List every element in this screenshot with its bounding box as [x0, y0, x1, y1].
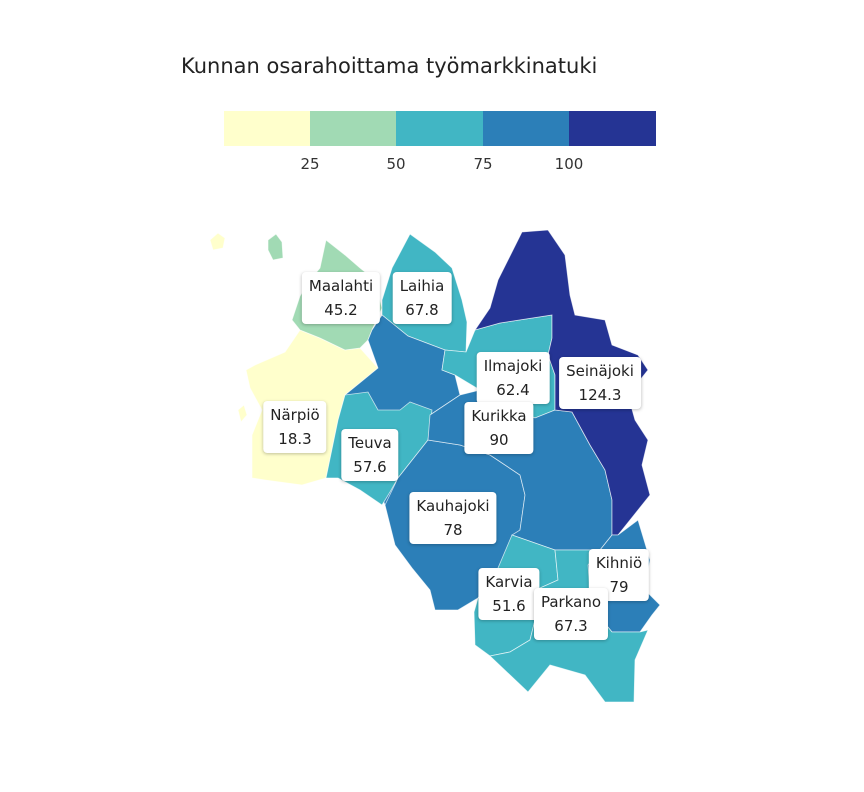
label-kurikka: Kurikka 90 — [464, 402, 534, 454]
label-name: Teuva — [348, 434, 392, 452]
label-name: Parkano — [540, 593, 602, 611]
label-value: 62.4 — [496, 381, 530, 399]
label-name: Kihniö — [595, 554, 643, 572]
label-value: 90 — [489, 431, 509, 449]
label-value: 67.8 — [405, 301, 439, 319]
legend-swatch-1 — [310, 111, 397, 146]
label-value: 51.6 — [492, 597, 526, 615]
label-name: Maalahti — [308, 277, 374, 295]
label-value: 18.3 — [278, 430, 312, 448]
label-teuva: Teuva 57.6 — [341, 429, 399, 481]
label-name: Laihia — [399, 277, 445, 295]
label-name: Karvia — [485, 573, 533, 591]
legend-tick-75: 75 — [473, 155, 493, 173]
label-value: 57.6 — [353, 458, 387, 476]
label-seinajoki: Seinäjoki 124.3 — [559, 357, 641, 409]
island-2 — [267, 233, 284, 261]
legend-tick-100: 100 — [554, 155, 584, 173]
legend-tick-50: 50 — [386, 155, 406, 173]
label-name: Kurikka — [471, 407, 527, 425]
label-value: 78 — [443, 521, 463, 539]
island-3 — [237, 404, 248, 423]
color-legend: 25 50 75 100 — [224, 111, 656, 173]
island-1 — [209, 232, 226, 251]
label-karvia: Karvia 51.6 — [478, 568, 540, 620]
label-value: 67.3 — [554, 617, 588, 635]
label-value: 124.3 — [578, 386, 622, 404]
label-value: 45.2 — [324, 301, 358, 319]
label-value: 79 — [609, 578, 629, 596]
label-maalahti: Maalahti 45.2 — [301, 272, 381, 324]
label-name: Närpiö — [270, 406, 320, 424]
label-ilmajoki: Ilmajoki 62.4 — [476, 352, 550, 404]
label-laihia: Laihia 67.8 — [392, 272, 452, 324]
legend-swatch-0 — [224, 111, 311, 146]
legend-swatch-4 — [569, 111, 656, 146]
legend-swatch-2 — [396, 111, 483, 146]
label-kauhajoki: Kauhajoki 78 — [409, 492, 497, 544]
legend-tick-25: 25 — [300, 155, 320, 173]
label-name: Ilmajoki — [483, 357, 543, 375]
map-title: Kunnan osarahoittama työmarkkinatuki — [181, 54, 598, 78]
label-name: Seinäjoki — [566, 362, 634, 380]
legend-swatch-3 — [483, 111, 570, 146]
label-parkano: Parkano 67.3 — [533, 588, 609, 640]
label-name: Kauhajoki — [416, 497, 490, 515]
label-narpio: Närpiö 18.3 — [263, 401, 327, 453]
